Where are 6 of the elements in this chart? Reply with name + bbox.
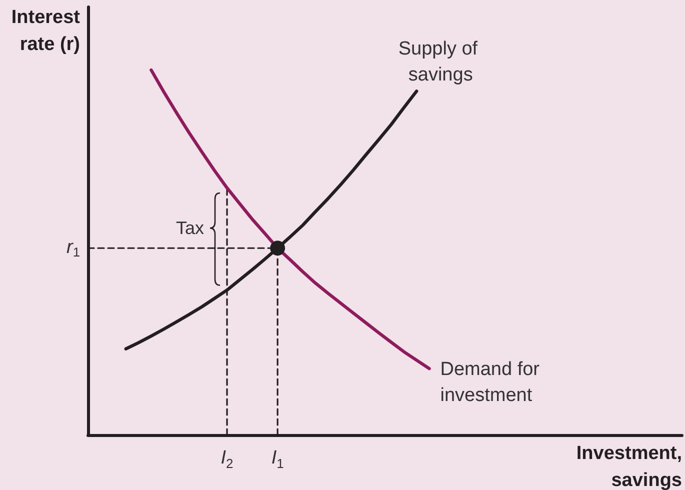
- y-axis-title: Interest rate (r): [10, 6, 80, 57]
- annotation: Tax: [176, 217, 204, 240]
- x-axis-title: Investment, savings: [575, 442, 682, 490]
- text: r$_{1}$: [66, 237, 80, 260]
- series-label: Demand for investment: [440, 359, 545, 406]
- series-label: Supply of savings: [398, 38, 483, 86]
